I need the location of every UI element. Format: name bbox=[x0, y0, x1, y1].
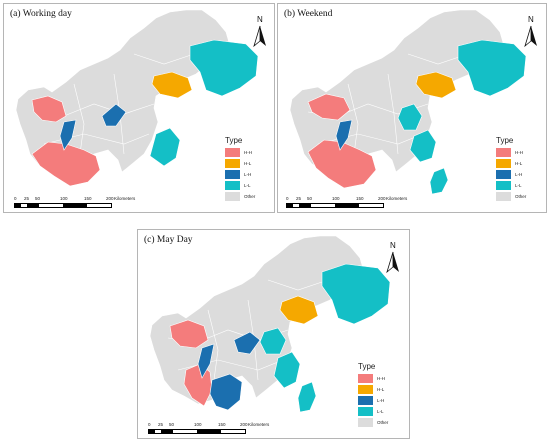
panel-may-day: (c) May Day N Type H-H bbox=[137, 229, 410, 439]
legend-item-hl: H-L bbox=[358, 384, 388, 395]
legend-item-hh: H-H bbox=[496, 147, 526, 158]
region-hh bbox=[307, 139, 377, 189]
legend-item-ll: L-L bbox=[496, 180, 526, 191]
legend-item-lh: L-H bbox=[225, 169, 255, 180]
north-arrow-icon bbox=[253, 25, 266, 48]
region-hh bbox=[31, 95, 67, 123]
legend-item-other: Other bbox=[225, 191, 255, 202]
panel-working-day: (a) Working day N Type H-H H-L L-H L bbox=[3, 3, 275, 213]
region-hh bbox=[307, 93, 351, 121]
north-label: N bbox=[257, 15, 263, 24]
region-hl bbox=[415, 71, 457, 99]
legend: Type H-H H-L L-H L-L Other bbox=[358, 362, 388, 428]
map-may-day bbox=[149, 235, 391, 413]
scale-bar: 0 25 50 100 150 200 Kilometers bbox=[148, 422, 288, 434]
region-lh bbox=[101, 103, 127, 127]
north-label: N bbox=[528, 15, 534, 24]
panel-title: (b) Weekend bbox=[284, 9, 333, 19]
region-ll bbox=[259, 327, 287, 355]
region-hh bbox=[169, 319, 209, 349]
legend-title: Type bbox=[358, 362, 376, 371]
legend-item-hl: H-L bbox=[225, 158, 255, 169]
north-arrow-icon bbox=[386, 251, 399, 274]
legend-item-hh: H-H bbox=[358, 373, 388, 384]
north-arrow: N bbox=[522, 15, 540, 50]
region-lh bbox=[233, 331, 261, 355]
region-hh bbox=[31, 141, 101, 187]
region-ll bbox=[149, 127, 181, 167]
north-arrow-icon bbox=[524, 25, 537, 48]
map-working-day bbox=[15, 9, 259, 187]
other-region bbox=[149, 235, 365, 405]
legend-item-ll: L-L bbox=[358, 406, 388, 417]
region-lh bbox=[197, 343, 215, 379]
region-lh bbox=[335, 119, 353, 151]
legend-item-lh: L-H bbox=[358, 395, 388, 406]
legend-item-hh: H-H bbox=[225, 147, 255, 158]
scale-bar: 0 25 50 100 150 200 Kilometers bbox=[14, 196, 154, 208]
north-arrow: N bbox=[251, 15, 269, 50]
region-lh bbox=[209, 373, 243, 411]
legend-item-hl: H-L bbox=[496, 158, 526, 169]
region-hl bbox=[279, 295, 319, 325]
legend-item-ll: L-L bbox=[225, 180, 255, 191]
panel-title: (c) May Day bbox=[144, 235, 193, 245]
legend-item-other: Other bbox=[496, 191, 526, 202]
region-ll bbox=[321, 263, 391, 325]
region-lh bbox=[59, 119, 77, 151]
legend-title: Type bbox=[225, 136, 243, 145]
region-ll bbox=[429, 167, 449, 195]
region-ll bbox=[273, 351, 301, 389]
legend-item-other: Other bbox=[358, 417, 388, 428]
north-arrow: N bbox=[384, 241, 402, 276]
region-ll bbox=[397, 103, 423, 131]
legend: Type H-H H-L L-H L-L Other bbox=[225, 136, 255, 202]
north-label: N bbox=[390, 241, 396, 250]
panel-title: (a) Working day bbox=[10, 9, 72, 19]
region-ll bbox=[297, 381, 317, 413]
legend: Type H-H H-L L-H L-L Other bbox=[496, 136, 526, 202]
legend-title: Type bbox=[496, 136, 514, 145]
region-hl bbox=[151, 71, 193, 99]
region-ll bbox=[457, 39, 527, 97]
scale-bar: 0 25 50 100 150 200 Kilometers bbox=[286, 196, 426, 208]
map-weekend bbox=[289, 9, 527, 195]
legend-item-lh: L-H bbox=[496, 169, 526, 180]
region-ll bbox=[189, 39, 259, 97]
panel-weekend: (b) Weekend N Type H-H H-L L-H bbox=[277, 3, 547, 213]
region-ll bbox=[409, 129, 437, 163]
